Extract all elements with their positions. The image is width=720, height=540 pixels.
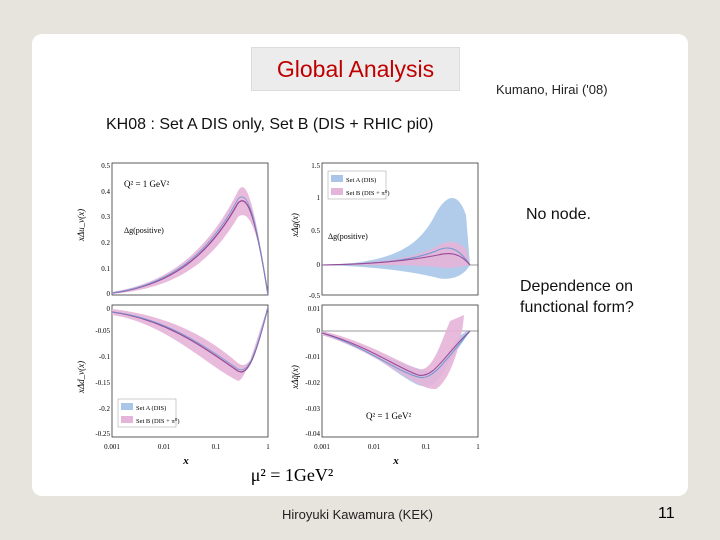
p2-legend-set-a: Set A (DIS)	[346, 177, 376, 184]
x-axis-label-right: x	[392, 455, 399, 467]
p3-tick-2: -0.1	[99, 353, 111, 361]
p2-tick-2: 0.5	[311, 227, 320, 235]
panel-2: 1.5 1 0.5 0 -0.5 Set A (DIS) Set B (DIS …	[309, 162, 479, 300]
p3-tick-5: -0.25	[95, 430, 110, 438]
p2-tick-0: 1.5	[311, 162, 320, 170]
p1-band	[112, 187, 268, 295]
p4-tick-2: -0.01	[305, 353, 320, 361]
p3-legend-set-b: Set B (DIS + π⁰)	[136, 417, 180, 425]
pdf-figure: xΔu_v(x) xΔg(x) xΔd_v(x) xΔq̄(x) 0.5 0.4…	[76, 162, 480, 485]
p2-tick-1: 1	[317, 194, 321, 202]
p2-tick-4: -0.5	[309, 292, 321, 300]
panel-4: 0.01 0 -0.01 -0.02 -0.03 -0.04 Q² = 1 Ge…	[305, 304, 479, 438]
x-axis-label-left: x	[182, 455, 189, 467]
p3-tick-1: -0.05	[95, 327, 110, 335]
p1-tick-2: 0.3	[101, 213, 110, 221]
author-reference: Kumano, Hirai ('08)	[496, 82, 608, 97]
x-tick-right-0: 0.001	[314, 443, 330, 451]
x-tick-right-3: 1	[476, 443, 480, 451]
ylabel-panel-3: xΔd_v(x)	[76, 361, 86, 394]
p2-curve-set-b	[321, 253, 471, 266]
note-line-1: Dependence on	[520, 278, 633, 295]
panel-1: 0.5 0.4 0.3 0.2 0.1 0 Q² = 1 GeV² Δg(pos…	[101, 162, 269, 298]
ylabel-panel-2: xΔg(x)	[290, 213, 300, 238]
p4-tick-1: 0	[317, 327, 321, 335]
p4-curve-set-a	[321, 330, 471, 379]
p2-annotation: Δg(positive)	[328, 232, 368, 241]
p1-curve-set-a	[111, 196, 269, 296]
p1-tick-5: 0	[107, 290, 111, 298]
p4-band-set-b	[322, 315, 464, 390]
ylabel-panel-4: xΔq̄(x)	[290, 365, 300, 390]
p3-tick-4: -0.2	[99, 405, 111, 413]
p3-tick-0: 0	[107, 305, 111, 313]
p1-annotation: Δg(positive)	[124, 226, 164, 235]
x-tick-left-3: 1	[266, 443, 270, 451]
scale-label: μ² = 1GeV²	[251, 465, 334, 485]
note-no-node: No node.	[526, 206, 591, 223]
x-tick-right-2: 0.1	[422, 443, 431, 451]
footer-presenter: Hiroyuki Kawamura (KEK)	[282, 507, 433, 522]
p4-curve-set-b	[321, 330, 471, 376]
p1-tick-3: 0.2	[101, 239, 110, 247]
p3-tick-3: -0.15	[95, 379, 110, 387]
page-number: 11	[658, 505, 675, 522]
p3-legend-set-a: Set A (DIS)	[136, 405, 166, 412]
p2-band-set-b	[322, 241, 470, 268]
slide-subtitle: KH08 : Set A DIS only, Set B (DIS + RHIC…	[106, 116, 434, 133]
p1-tick-0: 0.5	[101, 162, 110, 170]
panel-3: 0 -0.05 -0.1 -0.15 -0.2 -0.25 Set A (DIS…	[95, 304, 269, 438]
p1-tick-1: 0.4	[101, 188, 110, 196]
p1-tick-4: 0.1	[101, 265, 110, 273]
p3-curve-set-b	[111, 306, 269, 373]
p2-legend-set-b: Set B (DIS + π⁰)	[346, 189, 390, 197]
p4-tick-5: -0.04	[305, 430, 320, 438]
p4-q2-label: Q² = 1 GeV²	[366, 411, 412, 421]
x-tick-left-0: 0.001	[104, 443, 120, 451]
p1-curve-set-b	[111, 200, 269, 296]
p4-tick-4: -0.03	[305, 405, 320, 413]
x-tick-left-1: 0.01	[158, 443, 171, 451]
slide-title: Global Analysis	[251, 47, 460, 91]
p3-curve-set-a	[111, 306, 269, 371]
x-tick-left-2: 0.1	[212, 443, 221, 451]
p4-tick-3: -0.02	[305, 379, 320, 387]
note-line-2: functional form?	[520, 299, 634, 316]
ylabel-panel-1: xΔu_v(x)	[76, 209, 86, 242]
note-functional-form: Dependence on functional form?	[520, 276, 634, 318]
x-tick-right-1: 0.01	[368, 443, 381, 451]
p3-band	[112, 307, 268, 381]
p2-tick-3: 0	[317, 261, 321, 269]
p4-tick-0: 0.01	[308, 305, 321, 313]
p1-q2-label: Q² = 1 GeV²	[124, 179, 170, 189]
